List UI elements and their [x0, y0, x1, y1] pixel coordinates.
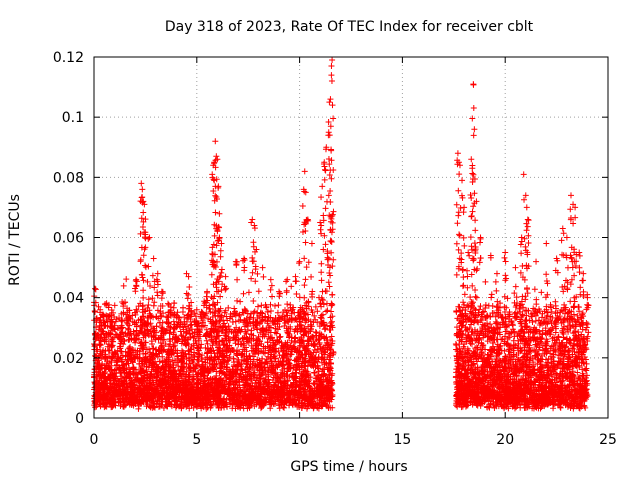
data-point: [184, 295, 191, 302]
data-point: [225, 304, 232, 311]
data-point: [235, 317, 242, 324]
data-point: [255, 303, 262, 310]
data-point: [120, 282, 127, 289]
data-point: [203, 337, 210, 344]
data-point: [288, 283, 295, 290]
data-point: [198, 354, 205, 361]
data-point: [135, 405, 142, 412]
data-point: [180, 304, 187, 311]
data-point: [217, 293, 224, 300]
data-point: [91, 307, 98, 314]
data-point: [315, 368, 322, 375]
data-point: [315, 365, 322, 372]
data-point: [174, 309, 181, 316]
data-point: [171, 300, 178, 307]
data-point: [328, 333, 335, 340]
data-points: [91, 57, 592, 412]
chart-title: Day 318 of 2023, Rate Of TEC Index for r…: [165, 19, 534, 35]
data-point: [191, 310, 198, 317]
data-point: [213, 319, 220, 326]
data-point: [238, 366, 245, 373]
data-point: [277, 333, 284, 340]
data-point: [328, 318, 335, 325]
data-point: [254, 326, 261, 333]
data-point: [123, 276, 130, 283]
data-point: [237, 298, 244, 305]
data-point: [314, 308, 321, 315]
data-point: [177, 328, 184, 335]
data-point: [255, 288, 262, 295]
data-point: [199, 319, 206, 326]
data-point: [245, 289, 252, 296]
data-point: [111, 302, 118, 309]
data-point: [271, 302, 278, 309]
data-point: [250, 358, 257, 365]
data-point: [312, 328, 319, 335]
data-point: [312, 303, 319, 310]
data-point: [145, 302, 152, 309]
data-point: [221, 320, 228, 327]
data-point: [225, 323, 232, 330]
data-point: [199, 352, 206, 359]
data-point: [325, 371, 332, 378]
data-point: [170, 318, 177, 325]
data-point: [329, 301, 336, 308]
data-point: [188, 299, 195, 306]
data-point: [143, 403, 150, 410]
